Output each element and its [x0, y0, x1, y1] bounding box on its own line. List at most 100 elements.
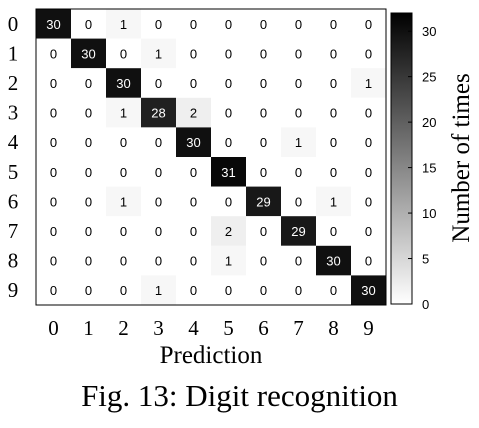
cell-value-label: 0 — [365, 46, 372, 61]
cell-value-label: 0 — [155, 254, 162, 269]
y-tick-label: 9 — [8, 278, 19, 302]
cell-value-label: 0 — [330, 17, 337, 32]
cell-value-label: 0 — [50, 106, 57, 121]
cell-value-label: 0 — [225, 283, 232, 298]
cell-value-label: 0 — [330, 46, 337, 61]
y-tick-label: 1 — [8, 41, 19, 65]
cell-value-label: 0 — [225, 17, 232, 32]
y-tick-label: 2 — [8, 71, 19, 95]
cell-value-label: 0 — [365, 17, 372, 32]
cell-value-label: 0 — [50, 194, 57, 209]
x-tick-label: 5 — [223, 316, 234, 340]
cell-value-label: 31 — [221, 165, 235, 180]
confusion-matrix-chart: 30 0 1 0 0 0 0 0 0 00 30 0 1 0 0 0 0 0 00 0 30 0 0 0 0 0 0 10 0 1 28 2 0… — [0, 0, 479, 380]
cell-value-label: 1 — [225, 254, 232, 269]
cell-value-label: 0 — [225, 135, 232, 150]
cell-value-label: 30 — [186, 135, 200, 150]
cell-value-label: 0 — [50, 46, 57, 61]
x-tick-label: 7 — [293, 316, 304, 340]
cell-value-label: 0 — [85, 165, 92, 180]
cell-value-label: 0 — [365, 224, 372, 239]
x-tick-label: 0 — [48, 316, 59, 340]
cell-value-label: 0 — [190, 224, 197, 239]
x-tick-label: 8 — [328, 316, 339, 340]
y-tick-label: 3 — [8, 101, 19, 125]
colorbar-tick-label: 25 — [422, 70, 436, 85]
cell-value-label: 30 — [361, 283, 375, 298]
cell-value-label: 30 — [81, 46, 95, 61]
cell-value-label: 1 — [120, 194, 127, 209]
colorbar-label: Number of times — [448, 73, 475, 242]
y-tick-label: 8 — [8, 249, 19, 273]
y-tick-label: 0 — [8, 12, 19, 36]
cell-value-label: 0 — [225, 76, 232, 91]
x-tick-label: 6 — [258, 316, 269, 340]
colorbar-tick-label: 10 — [422, 206, 436, 221]
cell-value-label: 30 — [116, 76, 130, 91]
cell-value-label: 29 — [291, 224, 305, 239]
cell-value-label: 0 — [260, 224, 267, 239]
cell-value-label: 1 — [330, 194, 337, 209]
cell-value-label: 1 — [120, 106, 127, 121]
cell-value-label: 0 — [190, 17, 197, 32]
cell-value-label: 0 — [225, 106, 232, 121]
cell-value-label: 28 — [151, 106, 165, 121]
cell-value-label: 0 — [225, 46, 232, 61]
cell-value-label: 1 — [295, 135, 302, 150]
y-tick-label: 4 — [8, 130, 19, 154]
heatmap-cells: 30 0 1 0 0 0 0 0 0 0 0 30 0 1 0 0 0 0 0 0 0 0 30 0 0 0 0 0 0 1 0 0 1 28 2 0… — [36, 9, 386, 305]
cell-value-label: 0 — [295, 17, 302, 32]
y-axis-ticks: 0123456789 — [8, 12, 19, 302]
cell-value-label: 0 — [260, 254, 267, 269]
cell-value-label: 0 — [85, 106, 92, 121]
cell-value-label: 0 — [330, 135, 337, 150]
cell-value-label: 0 — [120, 283, 127, 298]
cell-value-label: 0 — [365, 194, 372, 209]
x-tick-label: 2 — [118, 316, 129, 340]
colorbar — [391, 13, 412, 304]
cell-value-label: 0 — [155, 224, 162, 239]
x-tick-label: 4 — [188, 316, 199, 340]
cell-value-label: 0 — [330, 76, 337, 91]
cell-value-label: 30 — [326, 254, 340, 269]
figure-caption: Fig. 13: Digit recognition — [0, 378, 479, 414]
cell-value-label: 1 — [155, 283, 162, 298]
cell-value-label: 0 — [295, 283, 302, 298]
cell-value-label: 0 — [85, 135, 92, 150]
cell-value-label: 0 — [190, 254, 197, 269]
cell-value-label: 0 — [330, 283, 337, 298]
cell-value-label: 0 — [85, 283, 92, 298]
cell-value-label: 0 — [50, 283, 57, 298]
cell-value-label: 0 — [190, 46, 197, 61]
cell-value-label: 0 — [330, 106, 337, 121]
cell-value-label: 0 — [295, 106, 302, 121]
cell-value-label: 0 — [50, 224, 57, 239]
cell-value-label: 0 — [295, 46, 302, 61]
cell-value-label: 0 — [155, 165, 162, 180]
cell-value-label: 0 — [260, 76, 267, 91]
cell-value-label: 0 — [260, 283, 267, 298]
cell-value-label: 0 — [85, 224, 92, 239]
y-tick-label: 6 — [8, 189, 19, 213]
cell-value-label: 0 — [365, 106, 372, 121]
x-axis-label: Prediction — [160, 342, 263, 369]
cell-value-label: 30 — [46, 17, 60, 32]
x-tick-label: 3 — [153, 316, 164, 340]
cell-value-label: 0 — [260, 46, 267, 61]
cell-value-label: 0 — [85, 17, 92, 32]
cell-value-label: 0 — [365, 165, 372, 180]
cell-value-label: 0 — [155, 194, 162, 209]
cell-value-label: 0 — [50, 254, 57, 269]
cell-value-label: 29 — [256, 194, 270, 209]
cell-value-label: 0 — [295, 194, 302, 209]
cell-value-label: 0 — [85, 194, 92, 209]
cell-value-label: 1 — [365, 76, 372, 91]
cell-value-label: 2 — [225, 224, 232, 239]
colorbar-tick-label: 30 — [422, 24, 436, 39]
cell-value-label: 0 — [50, 135, 57, 150]
cell-value-label: 0 — [260, 135, 267, 150]
colorbar-tick-label: 20 — [422, 115, 436, 130]
cell-value-label: 0 — [155, 135, 162, 150]
cell-value-label: 0 — [155, 76, 162, 91]
